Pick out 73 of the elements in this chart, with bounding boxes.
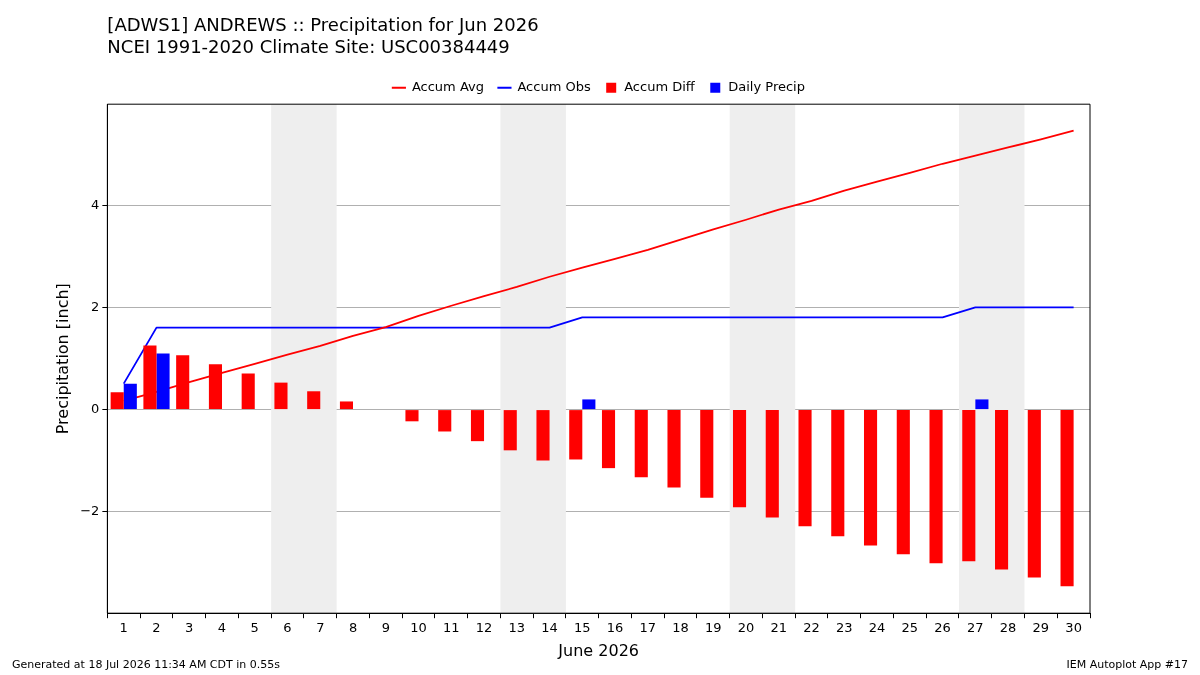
x-tick-label: 2	[152, 620, 161, 636]
bar	[1027, 410, 1041, 578]
bar	[975, 399, 989, 410]
bar	[274, 382, 288, 410]
bar	[634, 410, 648, 478]
bar	[732, 410, 747, 508]
x-tick-label: 18	[672, 620, 689, 636]
bar	[470, 410, 485, 442]
bar	[601, 410, 616, 469]
legend-label: Accum Diff	[624, 79, 696, 95]
x-tick-label: 4	[217, 620, 227, 636]
y-tick-label: 0	[91, 400, 100, 416]
bar	[503, 410, 517, 451]
x-tick-label: 9	[381, 620, 390, 636]
x-tick-label: 7	[316, 620, 325, 636]
x-tick-label: 20	[737, 620, 755, 636]
bar	[962, 410, 976, 562]
legend-label: Daily Precip	[728, 79, 805, 95]
bar	[438, 410, 452, 432]
bar	[995, 410, 1009, 570]
x-tick-label: 13	[508, 620, 526, 636]
y-axis-title: Precipitation [inch]	[52, 283, 72, 435]
bar	[582, 399, 596, 410]
y-tick-label: 4	[91, 197, 100, 213]
y-tick-label: 2	[91, 299, 100, 315]
x-tick-label: 1	[119, 620, 128, 636]
x-tick-label: 28	[999, 620, 1017, 636]
x-tick-label: 15	[574, 620, 591, 636]
bar	[110, 392, 124, 410]
bar	[241, 373, 255, 410]
bar	[339, 401, 354, 410]
bar	[798, 410, 812, 527]
bar	[765, 410, 779, 518]
x-tick-label: 8	[348, 620, 358, 636]
x-tick-label: 10	[410, 620, 427, 636]
x-tick-label: 17	[639, 620, 657, 636]
x-tick-label: 19	[705, 620, 722, 636]
x-tick-label: 29	[1032, 620, 1050, 636]
text: IEM Autoplot App #17	[1066, 658, 1188, 671]
x-tick-label: 12	[475, 620, 493, 636]
x-tick-label: 30	[1065, 620, 1082, 636]
x-tick-label: 25	[901, 620, 919, 636]
x-tick-label: 27	[967, 620, 984, 636]
bar	[700, 410, 714, 498]
legend-label: Accum Obs	[517, 79, 591, 95]
x-tick-label: 16	[606, 620, 624, 636]
bar	[831, 410, 845, 537]
bar	[156, 353, 170, 410]
x-tick-label: 14	[541, 620, 558, 636]
y-tick-label: −2	[80, 502, 100, 518]
bar	[863, 410, 878, 546]
bar	[929, 410, 943, 564]
x-tick-label: 23	[836, 620, 853, 636]
bar	[569, 410, 583, 460]
legend-label: Accum Avg	[411, 79, 484, 95]
x-tick-label: 21	[770, 620, 788, 636]
text: Generated at 18 Jul 2026 11:34 AM CDT in 0.55s	[12, 658, 280, 671]
chart-subtitle: NCEI 1991-2020 Climate Site: USC00384449	[107, 36, 510, 58]
x-tick-label: 24	[868, 620, 886, 636]
x-tick-label: 5	[250, 620, 259, 636]
x-tick-label: 11	[443, 620, 460, 636]
x-tick-label: 3	[185, 620, 194, 636]
bar	[307, 391, 321, 410]
bar	[536, 410, 550, 461]
chart-title: [ADWS1] ANDREWS :: Precipitation for Jun 2026	[107, 14, 539, 36]
bar	[896, 410, 910, 555]
x-tick-label: 22	[803, 620, 820, 636]
x-tick-label: 26	[934, 620, 951, 636]
bar	[405, 410, 419, 422]
x-tick-label: 6	[283, 620, 292, 636]
x-axis-title: June 2026	[557, 640, 640, 660]
bar	[1060, 410, 1074, 587]
bar	[667, 410, 681, 488]
